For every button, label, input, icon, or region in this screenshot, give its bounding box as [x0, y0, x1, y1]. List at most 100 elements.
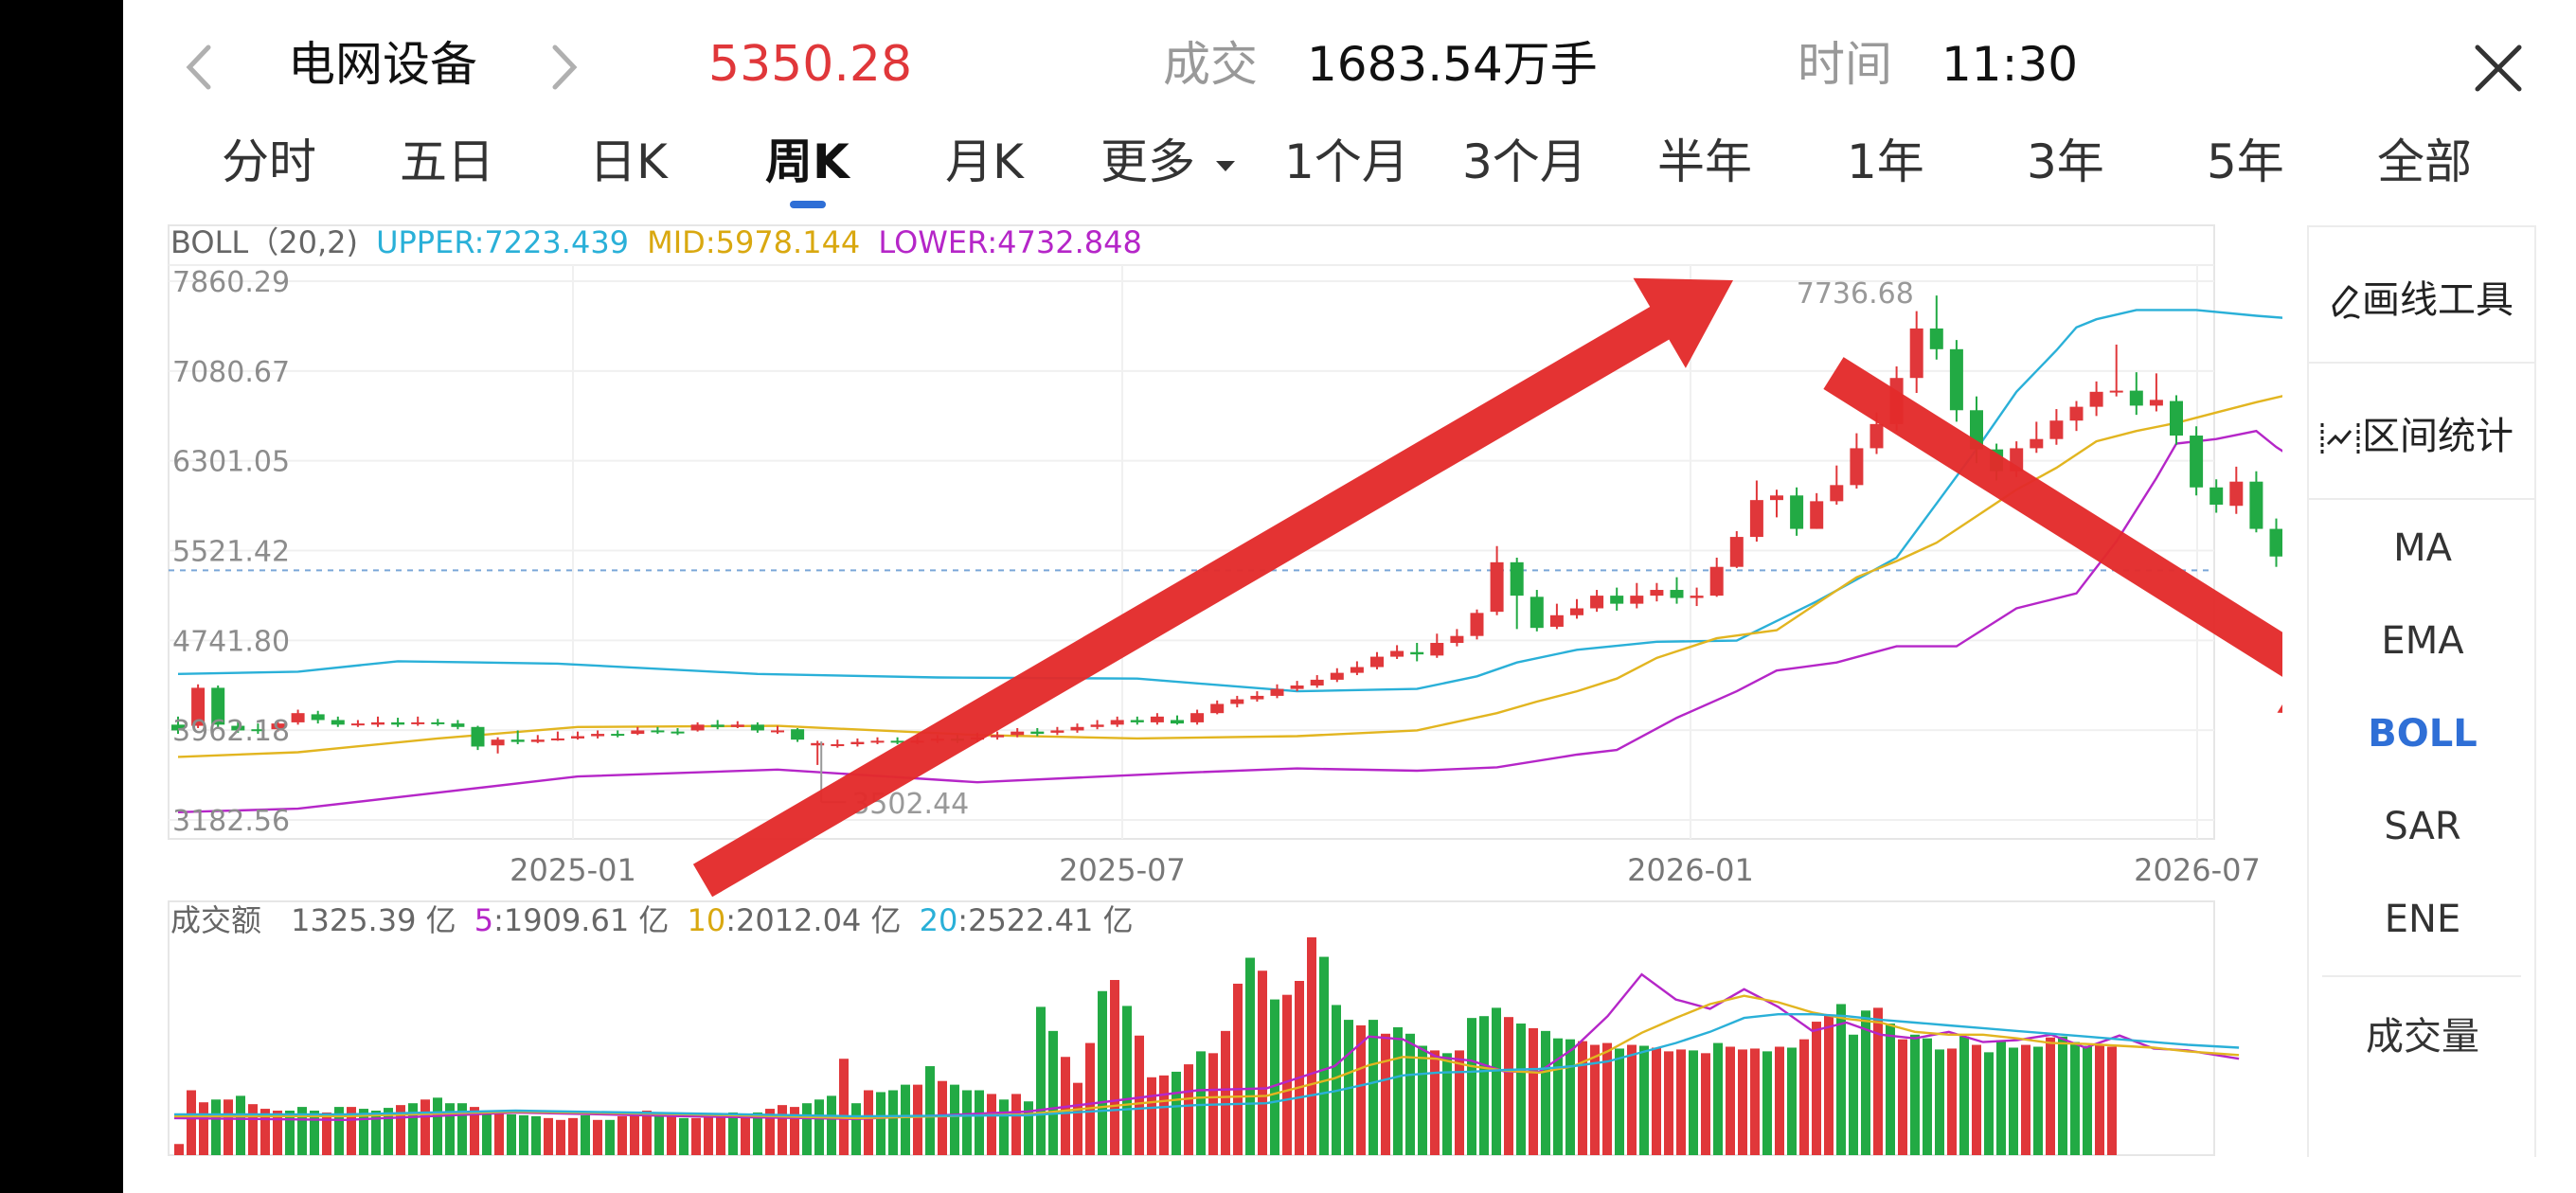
volume-bar [901, 1084, 910, 1155]
chevron-left-icon[interactable] [182, 44, 214, 91]
tab-more-label: 更多 [1100, 134, 1195, 189]
tab-all[interactable]: 全部 [2377, 134, 2472, 189]
volume-bar [1245, 957, 1255, 1155]
indicator-sar[interactable]: SAR [2384, 805, 2461, 848]
candle-body [1230, 699, 1244, 704]
candle [1230, 695, 1244, 708]
volume-bar [704, 1116, 713, 1155]
tab-intraday[interactable]: 分时 [222, 134, 316, 189]
candle-body [1690, 596, 1704, 598]
candle-body [1190, 713, 1205, 722]
candle [771, 725, 784, 735]
volume-bar [236, 1095, 245, 1155]
tab-half-year[interactable]: 半年 [1657, 134, 1752, 189]
volume-ma10-line [174, 994, 2240, 1120]
candle-body [1290, 685, 1304, 689]
volume-bar [975, 1090, 984, 1155]
candle [1030, 727, 1045, 737]
volume-ma5-line [173, 972, 2240, 1122]
indicator-ema[interactable]: EMA [2381, 619, 2464, 663]
volume-indicator-button[interactable]: 成交量 [2366, 1015, 2479, 1059]
candle [1749, 480, 1763, 542]
volume-bar [1615, 1048, 1624, 1155]
volume-bar [1529, 1027, 1538, 1155]
candle [2190, 426, 2204, 496]
candle-body [1510, 561, 1524, 596]
candle [671, 727, 685, 736]
volume-bar [1947, 1048, 1957, 1155]
indicator-ma[interactable]: MA [2393, 526, 2452, 570]
boll-upper-line [177, 309, 2282, 693]
chevron-right-icon[interactable] [549, 44, 581, 91]
date-axis-labels: 2025-01 2025-07 2026-01 2026-07 [510, 852, 2261, 888]
volume-bar [691, 1117, 701, 1155]
volume-legend: 成交额 1325.39 亿 5:1909.61 亿 10:2012.04 亿 2… [170, 899, 1134, 941]
tab-monthly-k[interactable]: 月K [945, 134, 1024, 189]
candle-body [1729, 537, 1744, 567]
candle [1450, 629, 1464, 647]
indicator-boll[interactable]: BOLL [2368, 712, 2478, 756]
candle-body [1430, 642, 1444, 656]
tab-1-month[interactable]: 1个月 [1284, 134, 1409, 189]
volume-bar [556, 1119, 565, 1155]
volume-bar [1356, 1024, 1366, 1155]
candle [2049, 409, 2064, 445]
tab-3-years[interactable]: 3年 [2027, 134, 2104, 189]
volume-bar [827, 1095, 836, 1155]
volume-bar [1836, 1004, 1846, 1155]
volume-bar [1750, 1048, 1760, 1155]
indicator-ene[interactable]: ENE [2384, 898, 2461, 941]
volume-bar [1024, 1101, 1033, 1155]
kline-chart[interactable]: 7860.29 7080.67 6301.05 5521.42 4741.80 3962.… [123, 0, 2282, 1193]
range-stats-button[interactable]: 区间统计 [2309, 364, 2534, 500]
side-divider [2322, 975, 2521, 977]
volume-bar [1073, 1082, 1082, 1155]
candle [1790, 487, 1804, 536]
candle [1610, 587, 1624, 611]
volume-bar [1664, 1051, 1673, 1155]
volume-bar [1467, 1018, 1476, 1155]
close-icon[interactable] [2472, 42, 2525, 95]
candle [1130, 716, 1144, 725]
volume-bar [1775, 1046, 1784, 1155]
volume-bar [322, 1112, 331, 1155]
candle-body [1770, 495, 1783, 501]
candle-body [251, 729, 265, 732]
candle-body [510, 739, 525, 742]
candle-body [1709, 566, 1724, 596]
draw-tool-label: 画线工具 [2362, 278, 2513, 322]
volume-bar [605, 1119, 615, 1155]
volume-bar [482, 1112, 492, 1155]
tab-daily-k[interactable]: 日K [589, 134, 668, 189]
volume-ma5-key: 5 [474, 902, 494, 938]
tab-1-year[interactable]: 1年 [1847, 134, 1924, 189]
candle-body [791, 729, 805, 740]
candle-body [1670, 590, 1684, 598]
candle [1150, 713, 1164, 725]
candle [1530, 590, 1544, 632]
volume-bar [2046, 1037, 2055, 1155]
volume-bar [371, 1111, 381, 1155]
candle [231, 720, 245, 733]
volume-bar [1122, 1006, 1132, 1155]
tab-5-years[interactable]: 5年 [2207, 134, 2284, 189]
candle-body [611, 734, 625, 737]
price-axis-label: 6301.05 [172, 446, 290, 479]
tab-five-day[interactable]: 五日 [400, 134, 494, 189]
tab-weekly-k[interactable]: 周K [765, 134, 850, 189]
candle [1190, 709, 1205, 725]
tab-3-months[interactable]: 3个月 [1462, 134, 1587, 189]
draw-tool-button[interactable]: 画线工具 [2309, 227, 2534, 364]
candle [510, 730, 525, 745]
volume-bar [310, 1111, 319, 1155]
volume-bar [1590, 1044, 1600, 1155]
candle [2109, 344, 2123, 397]
candle-body [1490, 561, 1504, 613]
horizontal-gridlines [169, 280, 2214, 821]
candle [1171, 715, 1184, 725]
boll-legend-upper: UPPER:7223.439 [376, 224, 630, 260]
tab-more[interactable]: 更多 [1100, 129, 1237, 195]
candle-body [1370, 656, 1384, 668]
volume-bar [1332, 1005, 1341, 1155]
volume-bar [507, 1113, 516, 1155]
